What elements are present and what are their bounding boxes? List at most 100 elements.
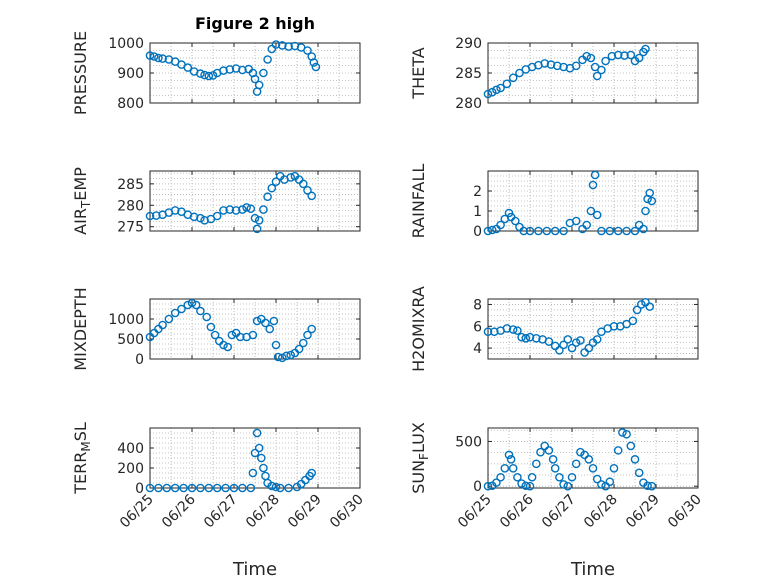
data-point — [145, 211, 155, 221]
data-point — [252, 224, 262, 234]
data-point — [622, 429, 631, 439]
data-point — [553, 61, 562, 71]
data-point — [567, 472, 577, 482]
data-point — [527, 472, 537, 482]
x-tick-label: 06/28 — [581, 492, 621, 532]
data-point — [639, 224, 648, 234]
data-point — [645, 188, 655, 198]
data-point — [196, 483, 205, 493]
data-point — [637, 300, 646, 309]
data-point — [271, 340, 281, 350]
data-point — [630, 455, 640, 464]
data-point — [170, 308, 180, 318]
data-point — [592, 210, 602, 220]
data-point — [588, 463, 598, 473]
data-point — [510, 216, 520, 226]
data-point — [588, 180, 598, 190]
y-tick-label: 1000 — [108, 312, 144, 328]
data-point — [254, 80, 264, 90]
y-tick-label: 2 — [473, 184, 482, 200]
data-point — [542, 226, 552, 236]
y-axis-label: RAINFALL — [409, 164, 428, 239]
data-point — [307, 191, 317, 201]
data-point — [200, 70, 209, 80]
data-point — [502, 79, 512, 89]
subplot-2: 280 285 290 THETA — [409, 36, 699, 112]
data-point — [246, 204, 256, 214]
y-tick-label: 280 — [117, 198, 144, 214]
data-point — [584, 455, 594, 464]
data-point — [597, 480, 606, 489]
data-point — [248, 330, 258, 340]
data-point — [620, 51, 629, 60]
data-point — [250, 213, 260, 223]
data-point — [307, 324, 317, 334]
axes-frame — [149, 170, 361, 232]
data-point — [525, 481, 535, 491]
data-point — [164, 314, 174, 324]
data-point — [177, 304, 186, 314]
data-point — [196, 213, 205, 223]
data-point — [277, 353, 287, 363]
y-axis-label: MIXDEPTH — [71, 287, 90, 370]
data-point — [571, 338, 581, 347]
x-tick-label: 06/29 — [623, 492, 663, 532]
data-point — [238, 205, 247, 214]
data-point — [504, 450, 514, 460]
data-point — [311, 62, 321, 72]
y-tick-label: 1000 — [108, 36, 144, 52]
x-tick-label: 06/30 — [665, 492, 705, 532]
data-point — [259, 205, 268, 214]
data-point — [521, 481, 531, 491]
data-point — [626, 50, 636, 60]
y-tick-label: 1 — [473, 204, 482, 220]
data-point — [517, 332, 526, 342]
x-tick-label: 06/25 — [455, 492, 495, 532]
data-point — [189, 212, 199, 222]
data-point — [647, 196, 657, 206]
subplot-3: 275 280 285 AIRTEMP — [71, 167, 361, 236]
x-tick-label: 06/28 — [243, 492, 283, 532]
data-point — [235, 332, 245, 342]
data-point — [294, 344, 304, 354]
subplot-5: 0 500 1000 MIXDEPTH — [71, 287, 361, 371]
y-axis-label-subscript: F — [417, 453, 431, 460]
y-tick-label: 290 — [455, 36, 482, 52]
data-point — [202, 312, 211, 322]
data-point — [227, 330, 237, 340]
subplot-4: 0 1 2 RAINFALL — [409, 164, 699, 240]
data-point — [597, 226, 606, 236]
data-point — [525, 332, 535, 342]
data-point — [267, 481, 277, 491]
x-tick-label: 06/27 — [539, 492, 579, 532]
y-tick-label: 0 — [135, 481, 144, 497]
data-point — [238, 65, 247, 75]
axes-frame — [487, 298, 699, 360]
y-tick-label: 275 — [117, 220, 144, 236]
data-point — [513, 326, 522, 335]
y-axis-label-part: MIXDEPTH — [71, 287, 90, 370]
data-point — [145, 483, 155, 493]
data-point — [183, 63, 193, 72]
data-point — [525, 226, 535, 236]
data-point — [210, 330, 220, 340]
data-point — [196, 306, 205, 316]
data-point — [200, 215, 209, 225]
x-tick-label: 06/25 — [117, 492, 157, 532]
data-point — [170, 206, 180, 215]
data-point — [630, 226, 640, 236]
data-point — [162, 483, 172, 493]
data-point — [502, 324, 512, 333]
data-point — [571, 61, 581, 71]
data-point — [298, 179, 308, 189]
data-point — [592, 335, 602, 344]
data-point — [496, 220, 505, 230]
data-point — [521, 333, 531, 343]
data-point — [303, 46, 312, 55]
data-point — [265, 324, 275, 334]
data-point — [487, 225, 497, 235]
data-point — [500, 463, 510, 473]
data-point — [647, 481, 657, 491]
data-point — [158, 54, 167, 63]
